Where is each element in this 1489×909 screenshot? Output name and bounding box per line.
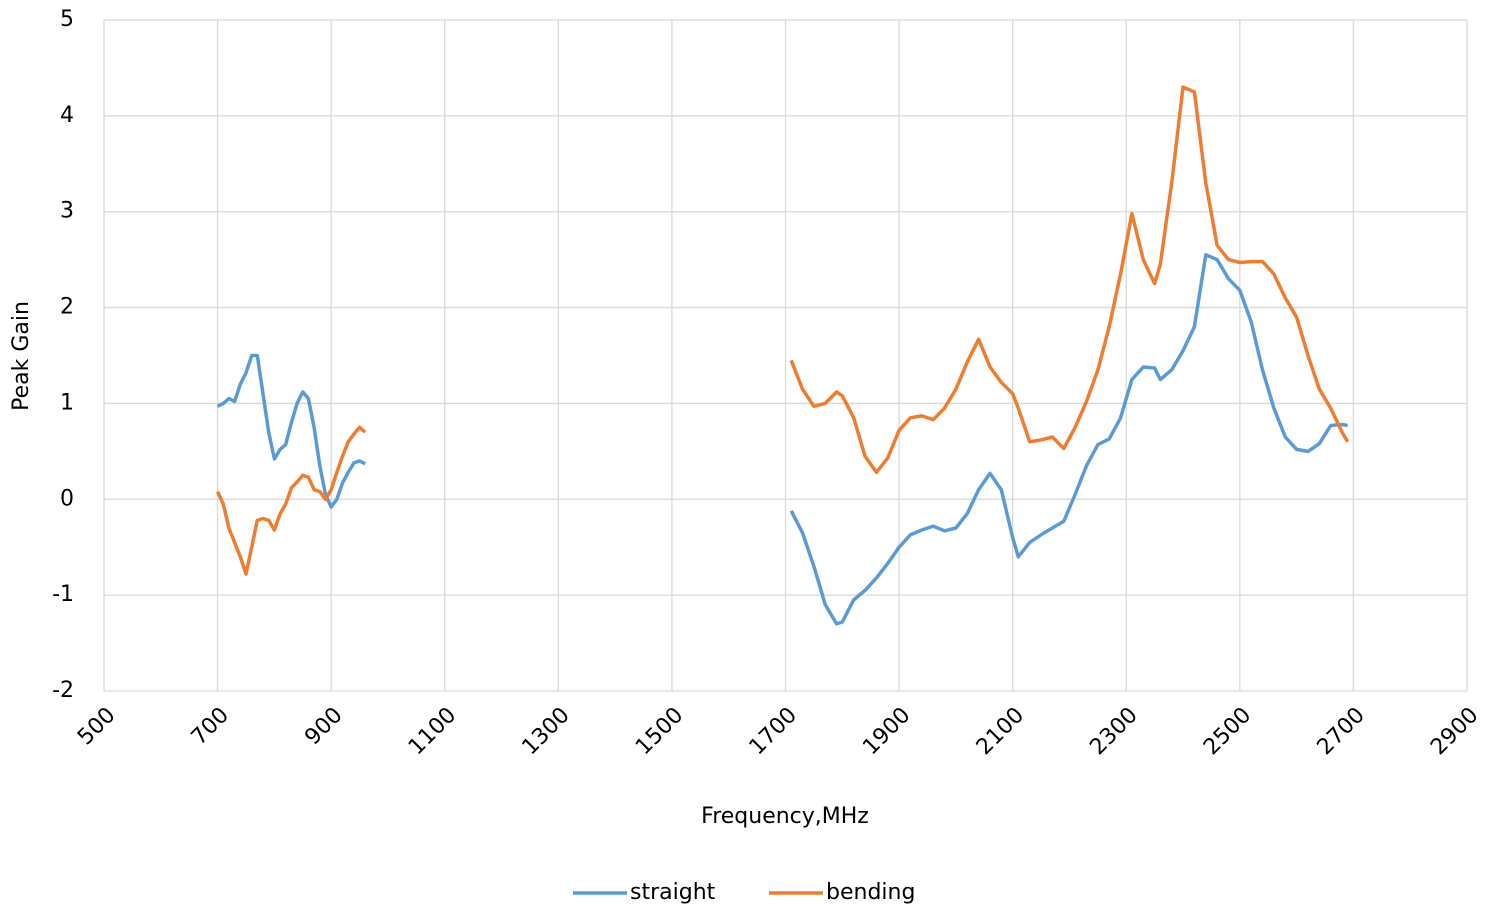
- x-tick-label: 900: [300, 703, 347, 750]
- legend-label: straight: [630, 880, 716, 905]
- x-tick-label: 500: [73, 703, 120, 750]
- x-tick-label: 1100: [404, 703, 461, 760]
- x-tick-label: 1300: [518, 703, 575, 760]
- y-tick-label: -1: [52, 582, 74, 607]
- y-tick-label: 3: [60, 199, 74, 224]
- y-tick-label: -2: [52, 678, 74, 703]
- x-tick-label: 2700: [1313, 703, 1370, 760]
- y-tick-label: 2: [60, 295, 74, 320]
- x-tick-label: 2100: [972, 703, 1029, 760]
- x-tick-label: 1900: [858, 703, 915, 760]
- legend-label: bending: [826, 880, 915, 905]
- y-tick-label: 1: [60, 390, 74, 415]
- x-tick-label: 2900: [1426, 703, 1483, 760]
- y-tick-label: 0: [60, 486, 74, 511]
- x-tick-label: 1700: [745, 703, 802, 760]
- x-tick-label: 2300: [1085, 703, 1142, 760]
- series-line: [216, 85, 1350, 576]
- y-tick-label: 5: [60, 7, 74, 32]
- x-tick-label: 1500: [631, 703, 688, 760]
- series-line: [216, 253, 1349, 626]
- x-axis-label: Frequency,MHz: [701, 804, 869, 829]
- x-tick-label: 2500: [1199, 703, 1256, 760]
- y-tick-label: 4: [60, 103, 74, 128]
- x-tick-label: 700: [187, 703, 234, 750]
- y-axis-label: Peak Gain: [9, 301, 34, 411]
